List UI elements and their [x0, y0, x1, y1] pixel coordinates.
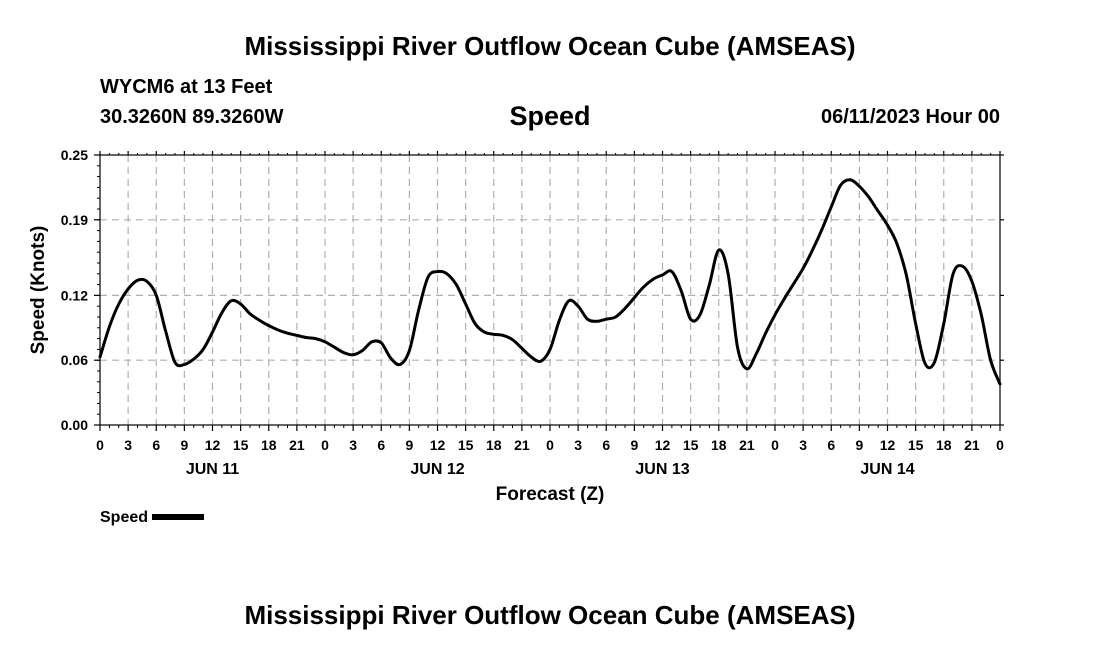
series-layer: [98, 178, 1002, 386]
plot-frame: [99, 154, 1001, 426]
x-tick-label: 18: [261, 437, 277, 453]
footer-title: Mississippi River Outflow Ocean Cube (AM…: [244, 600, 856, 630]
coordinates-label: 30.3260N 89.3260W: [100, 106, 284, 128]
x-tick-label: 15: [683, 437, 699, 453]
y-tick-label: 0.19: [61, 212, 88, 228]
day-label: JUN 14: [860, 461, 914, 478]
x-tick-label: 0: [96, 437, 104, 453]
x-tick-label: 12: [430, 437, 446, 453]
variable-title: Speed: [509, 101, 591, 131]
x-tick-label: 0: [771, 437, 779, 453]
x-tick-label: 15: [233, 437, 249, 453]
x-tick-label: 0: [996, 437, 1004, 453]
legend-label: Speed: [100, 509, 149, 526]
x-tick-label: 18: [936, 437, 952, 453]
x-tick-label: 12: [880, 437, 896, 453]
grid: [100, 155, 1000, 425]
x-tick-label: 21: [739, 437, 755, 453]
legend: Speed: [100, 509, 205, 527]
x-tick-label: 9: [855, 437, 863, 453]
x-tick-label: 3: [349, 437, 357, 453]
speed-series-line: [98, 178, 1002, 386]
x-tick-label: 6: [827, 437, 835, 453]
y-axis-title: Speed (Knots): [28, 226, 49, 355]
day-label: JUN 12: [410, 461, 464, 478]
date-label: 06/11/2023 Hour 00: [820, 106, 1000, 128]
x-tick-label: 9: [405, 437, 413, 453]
x-tick-label: 21: [289, 437, 305, 453]
x-tick-label: 3: [124, 437, 132, 453]
x-tick-label: 6: [152, 437, 160, 453]
x-axis-title: Forecast (Z): [496, 484, 605, 505]
y-tick-label: 0.12: [61, 287, 88, 303]
x-tick-label: 18: [711, 437, 727, 453]
x-tick-label: 21: [964, 437, 980, 453]
x-tick-label: 0: [321, 437, 329, 453]
x-tick-label: 12: [205, 437, 221, 453]
legend-swatch: [152, 513, 205, 520]
x-tick-label: 0: [546, 437, 554, 453]
x-tick-label: 12: [655, 437, 671, 453]
x-tick-label: 6: [377, 437, 385, 453]
axis-labels: 0 3 6 9 12 15 18 21 0 3 6 9 12 15 18 21 0 3 6 9 12 15 18 21 0 3 6 9…: [61, 147, 1004, 478]
x-tick-label: 3: [799, 437, 807, 453]
y-tick-label: 0.25: [61, 147, 88, 163]
x-tick-label: 18: [486, 437, 502, 453]
x-tick-label: 9: [180, 437, 188, 453]
station-label: WYCM6 at 13 Feet: [100, 76, 273, 98]
x-tick-label: 9: [630, 437, 638, 453]
y-tick-label: 0.06: [61, 352, 88, 368]
axis-ticks: [94, 151, 1004, 431]
x-tick-label: 15: [458, 437, 474, 453]
y-tick-label: 0.00: [61, 417, 88, 433]
x-tick-label: 6: [602, 437, 610, 453]
page-title: Mississippi River Outflow Ocean Cube (AM…: [244, 31, 856, 61]
x-tick-label: 21: [514, 437, 530, 453]
x-tick-label: 15: [908, 437, 924, 453]
day-label: JUN 11: [186, 461, 239, 478]
day-label: JUN 13: [635, 461, 689, 478]
x-tick-label: 3: [574, 437, 582, 453]
